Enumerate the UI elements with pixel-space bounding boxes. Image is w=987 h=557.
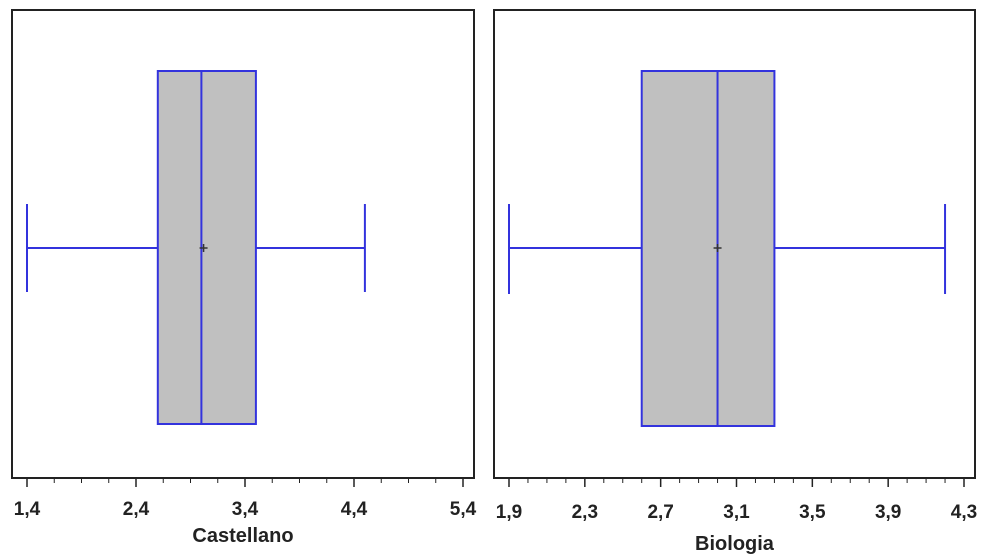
x-tick-label: 5,4 <box>450 499 477 520</box>
x-tick-label: 2,3 <box>572 502 598 523</box>
castellano-boxplot-panel: 1,4 2,4 3,4 4,4 5,4 Castellano <box>11 9 477 547</box>
x-tick-label: 4,4 <box>341 499 368 520</box>
x-axis-label: Castellano <box>192 525 293 547</box>
x-tick-label: 2,7 <box>647 502 673 523</box>
biologia-boxplot-panel: 1,9 2,3 2,7 3,1 3,5 3,9 4,3 Biologia <box>493 9 977 555</box>
x-tick-label: 3,5 <box>799 502 826 523</box>
x-axis-label: Biologia <box>695 533 775 555</box>
x-tick-label: 3,4 <box>232 499 259 520</box>
x-tick-label: 4,3 <box>951 502 977 523</box>
x-tick-label: 3,1 <box>723 502 750 523</box>
x-tick-label: 1,9 <box>496 502 522 523</box>
x-tick-label: 1,4 <box>14 499 41 520</box>
mean-marker <box>713 244 722 252</box>
iqr-box <box>640 70 776 427</box>
x-tick-label: 2,4 <box>123 499 150 520</box>
x-tick-label: 3,9 <box>875 502 901 523</box>
mean-marker <box>199 244 208 252</box>
